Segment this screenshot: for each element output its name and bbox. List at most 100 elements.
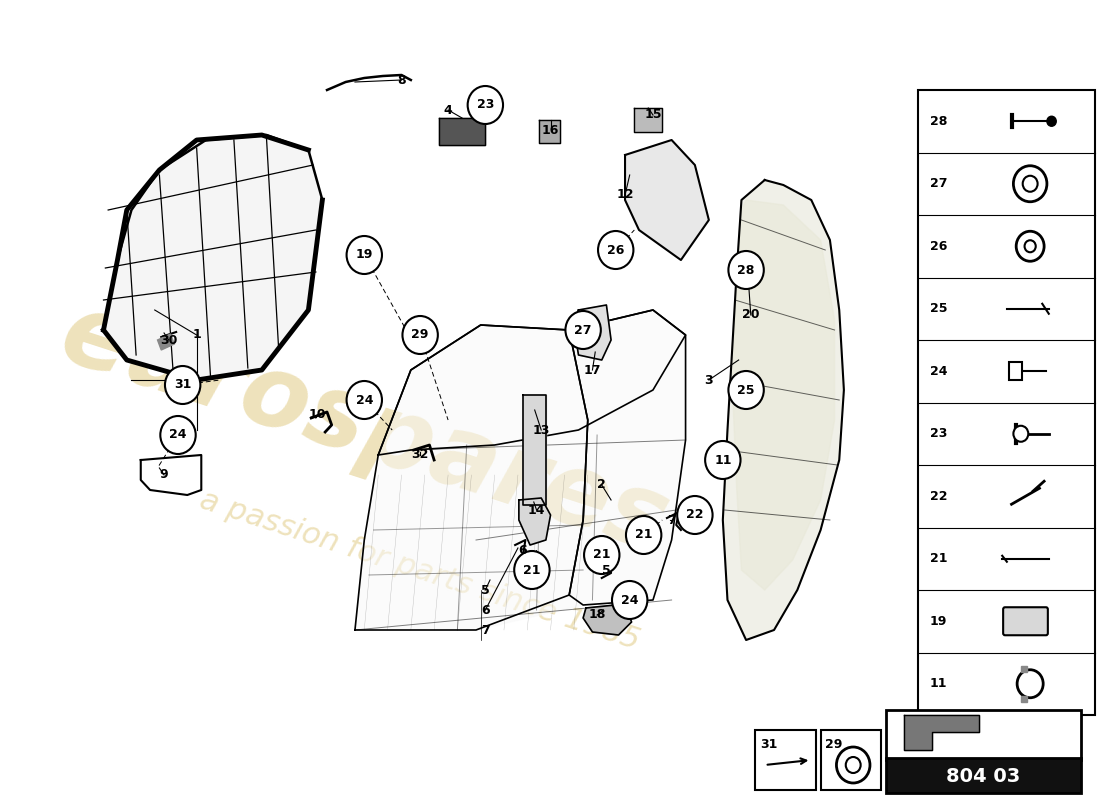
Text: 24: 24 bbox=[930, 365, 947, 378]
Circle shape bbox=[346, 381, 382, 419]
Text: 20: 20 bbox=[742, 309, 759, 322]
Circle shape bbox=[728, 371, 763, 409]
Polygon shape bbox=[625, 140, 708, 260]
Text: 23: 23 bbox=[930, 427, 947, 440]
FancyBboxPatch shape bbox=[821, 730, 881, 790]
Text: 25: 25 bbox=[930, 302, 947, 315]
Circle shape bbox=[728, 251, 763, 289]
Text: 23: 23 bbox=[476, 98, 494, 111]
Text: 8: 8 bbox=[397, 74, 406, 86]
Circle shape bbox=[514, 551, 550, 589]
Text: 27: 27 bbox=[574, 323, 592, 337]
Text: 11: 11 bbox=[714, 454, 732, 466]
Text: 21: 21 bbox=[930, 552, 947, 566]
Text: 9: 9 bbox=[160, 469, 168, 482]
Circle shape bbox=[626, 516, 661, 554]
Polygon shape bbox=[574, 305, 612, 360]
Circle shape bbox=[1047, 116, 1056, 126]
Polygon shape bbox=[583, 604, 631, 635]
Circle shape bbox=[584, 536, 619, 574]
Polygon shape bbox=[439, 118, 485, 145]
Text: 26: 26 bbox=[930, 240, 947, 253]
Polygon shape bbox=[1021, 666, 1027, 672]
Text: 11: 11 bbox=[930, 678, 947, 690]
Text: 14: 14 bbox=[528, 503, 546, 517]
Text: 4: 4 bbox=[443, 103, 452, 117]
Circle shape bbox=[403, 316, 438, 354]
Polygon shape bbox=[519, 498, 550, 545]
Polygon shape bbox=[539, 120, 560, 143]
Text: 2: 2 bbox=[597, 478, 606, 491]
Polygon shape bbox=[904, 715, 979, 750]
Text: 29: 29 bbox=[411, 329, 429, 342]
Text: 1: 1 bbox=[192, 329, 201, 342]
Text: 21: 21 bbox=[593, 549, 611, 562]
Text: 31: 31 bbox=[760, 738, 778, 751]
Circle shape bbox=[1024, 240, 1036, 252]
FancyBboxPatch shape bbox=[886, 710, 1081, 760]
Text: 3: 3 bbox=[704, 374, 713, 386]
Text: 24: 24 bbox=[355, 394, 373, 406]
FancyBboxPatch shape bbox=[1009, 362, 1022, 380]
Text: 22: 22 bbox=[686, 509, 704, 522]
Text: 13: 13 bbox=[532, 423, 550, 437]
Circle shape bbox=[1023, 176, 1037, 192]
Text: 7: 7 bbox=[668, 514, 676, 526]
Polygon shape bbox=[522, 395, 546, 505]
Text: 6: 6 bbox=[481, 603, 490, 617]
Polygon shape bbox=[635, 108, 662, 132]
Text: 19: 19 bbox=[355, 249, 373, 262]
Text: 16: 16 bbox=[542, 123, 559, 137]
Text: 31: 31 bbox=[174, 378, 191, 391]
Text: 21: 21 bbox=[524, 563, 541, 577]
Circle shape bbox=[565, 311, 601, 349]
Text: 29: 29 bbox=[825, 738, 843, 751]
Polygon shape bbox=[355, 310, 685, 630]
FancyBboxPatch shape bbox=[886, 758, 1081, 793]
Text: 30: 30 bbox=[160, 334, 177, 346]
Text: 5: 5 bbox=[602, 563, 610, 577]
Circle shape bbox=[346, 236, 382, 274]
Circle shape bbox=[1016, 231, 1044, 262]
Circle shape bbox=[705, 441, 740, 479]
Text: 21: 21 bbox=[635, 529, 652, 542]
Text: 6: 6 bbox=[518, 543, 527, 557]
Circle shape bbox=[468, 86, 503, 124]
Text: 5: 5 bbox=[481, 583, 490, 597]
Circle shape bbox=[598, 231, 634, 269]
Text: 12: 12 bbox=[616, 189, 634, 202]
FancyBboxPatch shape bbox=[1003, 607, 1048, 635]
Text: 18: 18 bbox=[588, 609, 606, 622]
Text: 24: 24 bbox=[620, 594, 638, 606]
Polygon shape bbox=[733, 200, 835, 590]
Polygon shape bbox=[103, 135, 322, 380]
Text: 19: 19 bbox=[930, 614, 947, 628]
Polygon shape bbox=[723, 180, 844, 640]
Text: 26: 26 bbox=[607, 243, 625, 257]
Circle shape bbox=[612, 581, 648, 619]
Circle shape bbox=[165, 366, 200, 404]
Text: 804 03: 804 03 bbox=[946, 766, 1021, 786]
Text: 27: 27 bbox=[930, 178, 947, 190]
Text: 22: 22 bbox=[930, 490, 947, 502]
Text: 24: 24 bbox=[169, 429, 187, 442]
Text: 25: 25 bbox=[737, 383, 755, 397]
Text: eurospares: eurospares bbox=[48, 286, 680, 574]
Circle shape bbox=[836, 747, 870, 783]
Text: 7: 7 bbox=[481, 623, 490, 637]
Text: 10: 10 bbox=[309, 409, 327, 422]
Circle shape bbox=[678, 496, 713, 534]
Text: a passion for parts since 1985: a passion for parts since 1985 bbox=[197, 485, 644, 655]
Text: 15: 15 bbox=[645, 109, 662, 122]
Circle shape bbox=[1018, 670, 1043, 698]
Polygon shape bbox=[157, 334, 174, 350]
FancyBboxPatch shape bbox=[756, 730, 816, 790]
Circle shape bbox=[846, 757, 860, 773]
Polygon shape bbox=[1021, 696, 1027, 702]
Text: 32: 32 bbox=[411, 449, 429, 462]
Circle shape bbox=[1013, 426, 1028, 442]
Text: 28: 28 bbox=[737, 263, 755, 277]
FancyBboxPatch shape bbox=[918, 90, 1096, 715]
Circle shape bbox=[1013, 166, 1047, 202]
Circle shape bbox=[161, 416, 196, 454]
